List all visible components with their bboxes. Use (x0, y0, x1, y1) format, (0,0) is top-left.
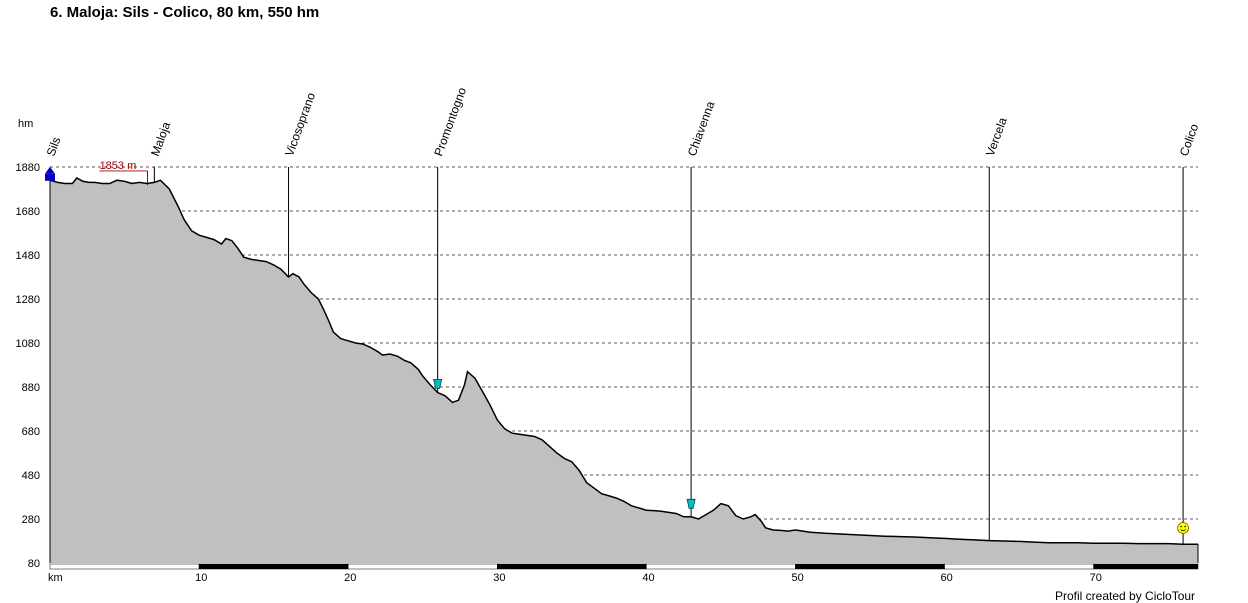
x-axis-segment-4 (646, 563, 796, 570)
place-label-6: Colico (1177, 122, 1202, 158)
grid-lines (50, 166, 1198, 520)
drink-icon-1 (433, 378, 443, 389)
place-label-1: Maloja (148, 120, 173, 158)
y-tick-label-1280: 1280 (16, 294, 40, 306)
x-tick-label-50: 50 (791, 572, 803, 584)
x-tick-label-20: 20 (344, 572, 356, 584)
x-tick-label-40: 40 (642, 572, 654, 584)
x-tick-label-10: 10 (195, 572, 207, 584)
y-axis-label: hm (18, 118, 33, 130)
smiley-eye-right (1184, 525, 1186, 528)
x-axis-segment-6 (944, 563, 1094, 570)
x-axis-segment-3 (497, 563, 647, 570)
poi-markers (45, 166, 1189, 534)
y-tick-label-680: 680 (22, 426, 40, 438)
drink-icon-2 (686, 498, 696, 509)
x-axis-segment-1 (198, 563, 349, 570)
y-tick-label-80: 80 (28, 558, 40, 570)
elevation-line (49, 177, 1198, 546)
start-icon (45, 166, 55, 174)
y-tick-label-1080: 1080 (16, 338, 40, 350)
y-tick-label-1680: 1680 (16, 206, 40, 218)
y-tick-label-280: 280 (22, 514, 40, 526)
place-label-3: Promontogno (431, 85, 469, 158)
x-axis-segment-5 (795, 563, 945, 570)
y-tick-label-1480: 1480 (16, 250, 40, 262)
place-label-0: Sils (44, 135, 64, 158)
axes: 80 280 480 680 880 1080 1280 1480 1680 1880 hm 10 20… (16, 118, 1199, 584)
y-tick-label-480: 480 (22, 470, 40, 482)
x-axis-segment-2 (347, 563, 498, 570)
place-label-2: Vicosoprano (282, 90, 318, 158)
annotations: 1853 m (99, 160, 148, 185)
peak-label-0: 1853 m (100, 160, 137, 172)
x-tick-label-70: 70 (1090, 572, 1102, 584)
start-icon-base (45, 173, 55, 181)
x-axis-segment-7 (1093, 563, 1199, 570)
place-label-4: Chiavenna (685, 99, 718, 158)
smiley-eye-left (1180, 525, 1182, 528)
place-label-5: Vercela (983, 115, 1010, 158)
elevation-area (50, 178, 1198, 563)
x-tick-label-30: 30 (493, 572, 505, 584)
footer-credit: Profil created by CicloTour (1055, 589, 1196, 603)
x-axis-label: km (48, 572, 63, 584)
chart-title: 6. Maloja: Sils - Colico, 80 km, 550 hm (50, 4, 320, 21)
y-tick-label-1880: 1880 (16, 162, 40, 174)
smiley-icon (1177, 522, 1189, 534)
x-tick-label-60: 60 (941, 572, 953, 584)
smiley-mouth (1180, 529, 1186, 532)
y-tick-label-880: 880 (22, 382, 40, 394)
x-axis-segment-0 (49, 563, 200, 570)
